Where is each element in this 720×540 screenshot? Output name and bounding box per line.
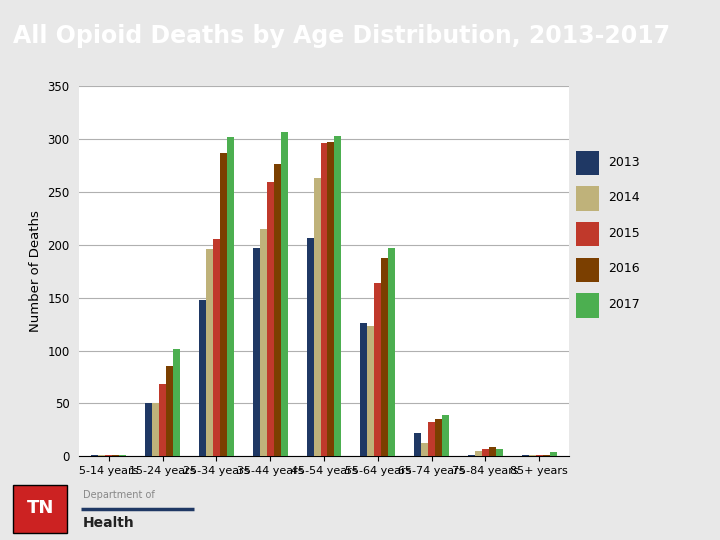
Bar — [220, 153, 227, 456]
Text: 2014: 2014 — [608, 191, 640, 204]
Bar — [213, 239, 220, 456]
Bar — [576, 293, 599, 318]
Bar — [227, 137, 234, 456]
Bar — [260, 229, 266, 456]
Bar — [112, 455, 120, 456]
Text: TN: TN — [27, 499, 54, 517]
Bar — [482, 449, 489, 456]
Text: 2017: 2017 — [608, 298, 640, 311]
Bar — [313, 178, 320, 456]
Bar — [374, 283, 382, 456]
Text: 2013: 2013 — [608, 156, 640, 168]
Bar — [442, 415, 449, 456]
Bar — [522, 455, 528, 456]
Bar — [576, 222, 599, 246]
Text: Department of: Department of — [83, 490, 155, 500]
Bar — [475, 451, 482, 456]
Bar — [576, 258, 599, 282]
Bar — [335, 136, 341, 456]
Bar — [307, 238, 313, 456]
Bar — [435, 419, 442, 456]
Bar — [528, 455, 536, 456]
Bar — [159, 384, 166, 456]
Bar — [428, 422, 435, 456]
Bar — [152, 403, 159, 456]
Text: 2015: 2015 — [608, 227, 640, 240]
Bar — [576, 151, 599, 175]
Bar — [468, 455, 475, 456]
Bar — [105, 455, 112, 456]
Bar — [382, 258, 388, 456]
Bar — [576, 186, 599, 211]
Bar — [274, 164, 281, 456]
Bar — [549, 452, 557, 456]
Bar — [99, 455, 105, 456]
Bar — [320, 144, 328, 456]
FancyBboxPatch shape — [13, 485, 67, 532]
Bar — [281, 132, 288, 456]
Bar — [173, 348, 180, 456]
Bar — [388, 248, 395, 456]
Bar — [414, 433, 421, 456]
Bar — [367, 326, 374, 456]
Bar — [489, 447, 496, 456]
Bar — [536, 455, 543, 456]
Bar — [421, 443, 428, 456]
Bar — [253, 248, 260, 456]
Bar — [328, 143, 335, 456]
Bar — [166, 367, 173, 456]
Bar — [496, 449, 503, 456]
Bar — [199, 300, 206, 456]
Bar — [543, 455, 549, 456]
Bar — [145, 403, 152, 456]
Text: Health: Health — [83, 516, 135, 530]
Bar — [360, 323, 367, 456]
Bar — [206, 249, 213, 456]
Bar — [266, 181, 274, 456]
Y-axis label: Number of Deaths: Number of Deaths — [29, 211, 42, 332]
Text: 2016: 2016 — [608, 262, 640, 275]
Bar — [120, 455, 126, 456]
Bar — [91, 455, 99, 456]
Text: All Opioid Deaths by Age Distribution, 2013-2017: All Opioid Deaths by Age Distribution, 2… — [13, 24, 670, 49]
